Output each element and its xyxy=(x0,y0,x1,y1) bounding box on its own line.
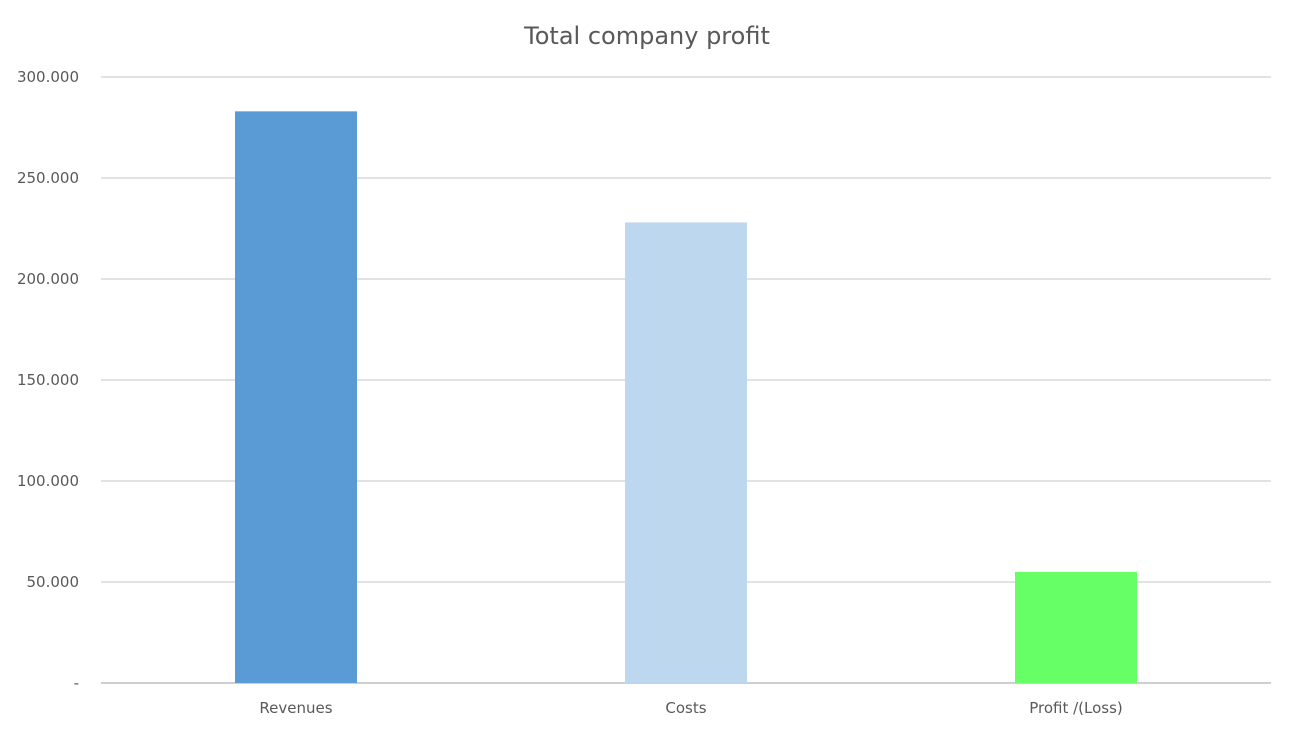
y-tick-label: 100.000 xyxy=(17,472,79,490)
y-tick-label: 150.000 xyxy=(17,371,79,389)
chart-title: Total company profit xyxy=(523,22,770,50)
y-tick-label: 300.000 xyxy=(17,68,79,86)
bar-costs xyxy=(625,222,747,683)
x-category-label: Profit /(Loss) xyxy=(1029,699,1123,717)
x-axis-category-labels: Revenues Costs Profit /(Loss) xyxy=(259,699,1122,717)
y-tick-label: 50.000 xyxy=(27,573,80,591)
bar-profit-loss xyxy=(1015,571,1137,683)
y-axis-tick-labels: - 50.000 100.000 150.000 200.000 250.000 300.0… xyxy=(17,68,79,692)
x-category-label: Revenues xyxy=(259,699,332,717)
bars xyxy=(235,111,1137,684)
y-tick-label: 250.000 xyxy=(17,169,79,187)
x-category-label: Costs xyxy=(665,699,706,717)
y-tick-label: - xyxy=(74,674,79,692)
bar-revenues xyxy=(235,111,357,684)
y-tick-label: 200.000 xyxy=(17,270,79,288)
